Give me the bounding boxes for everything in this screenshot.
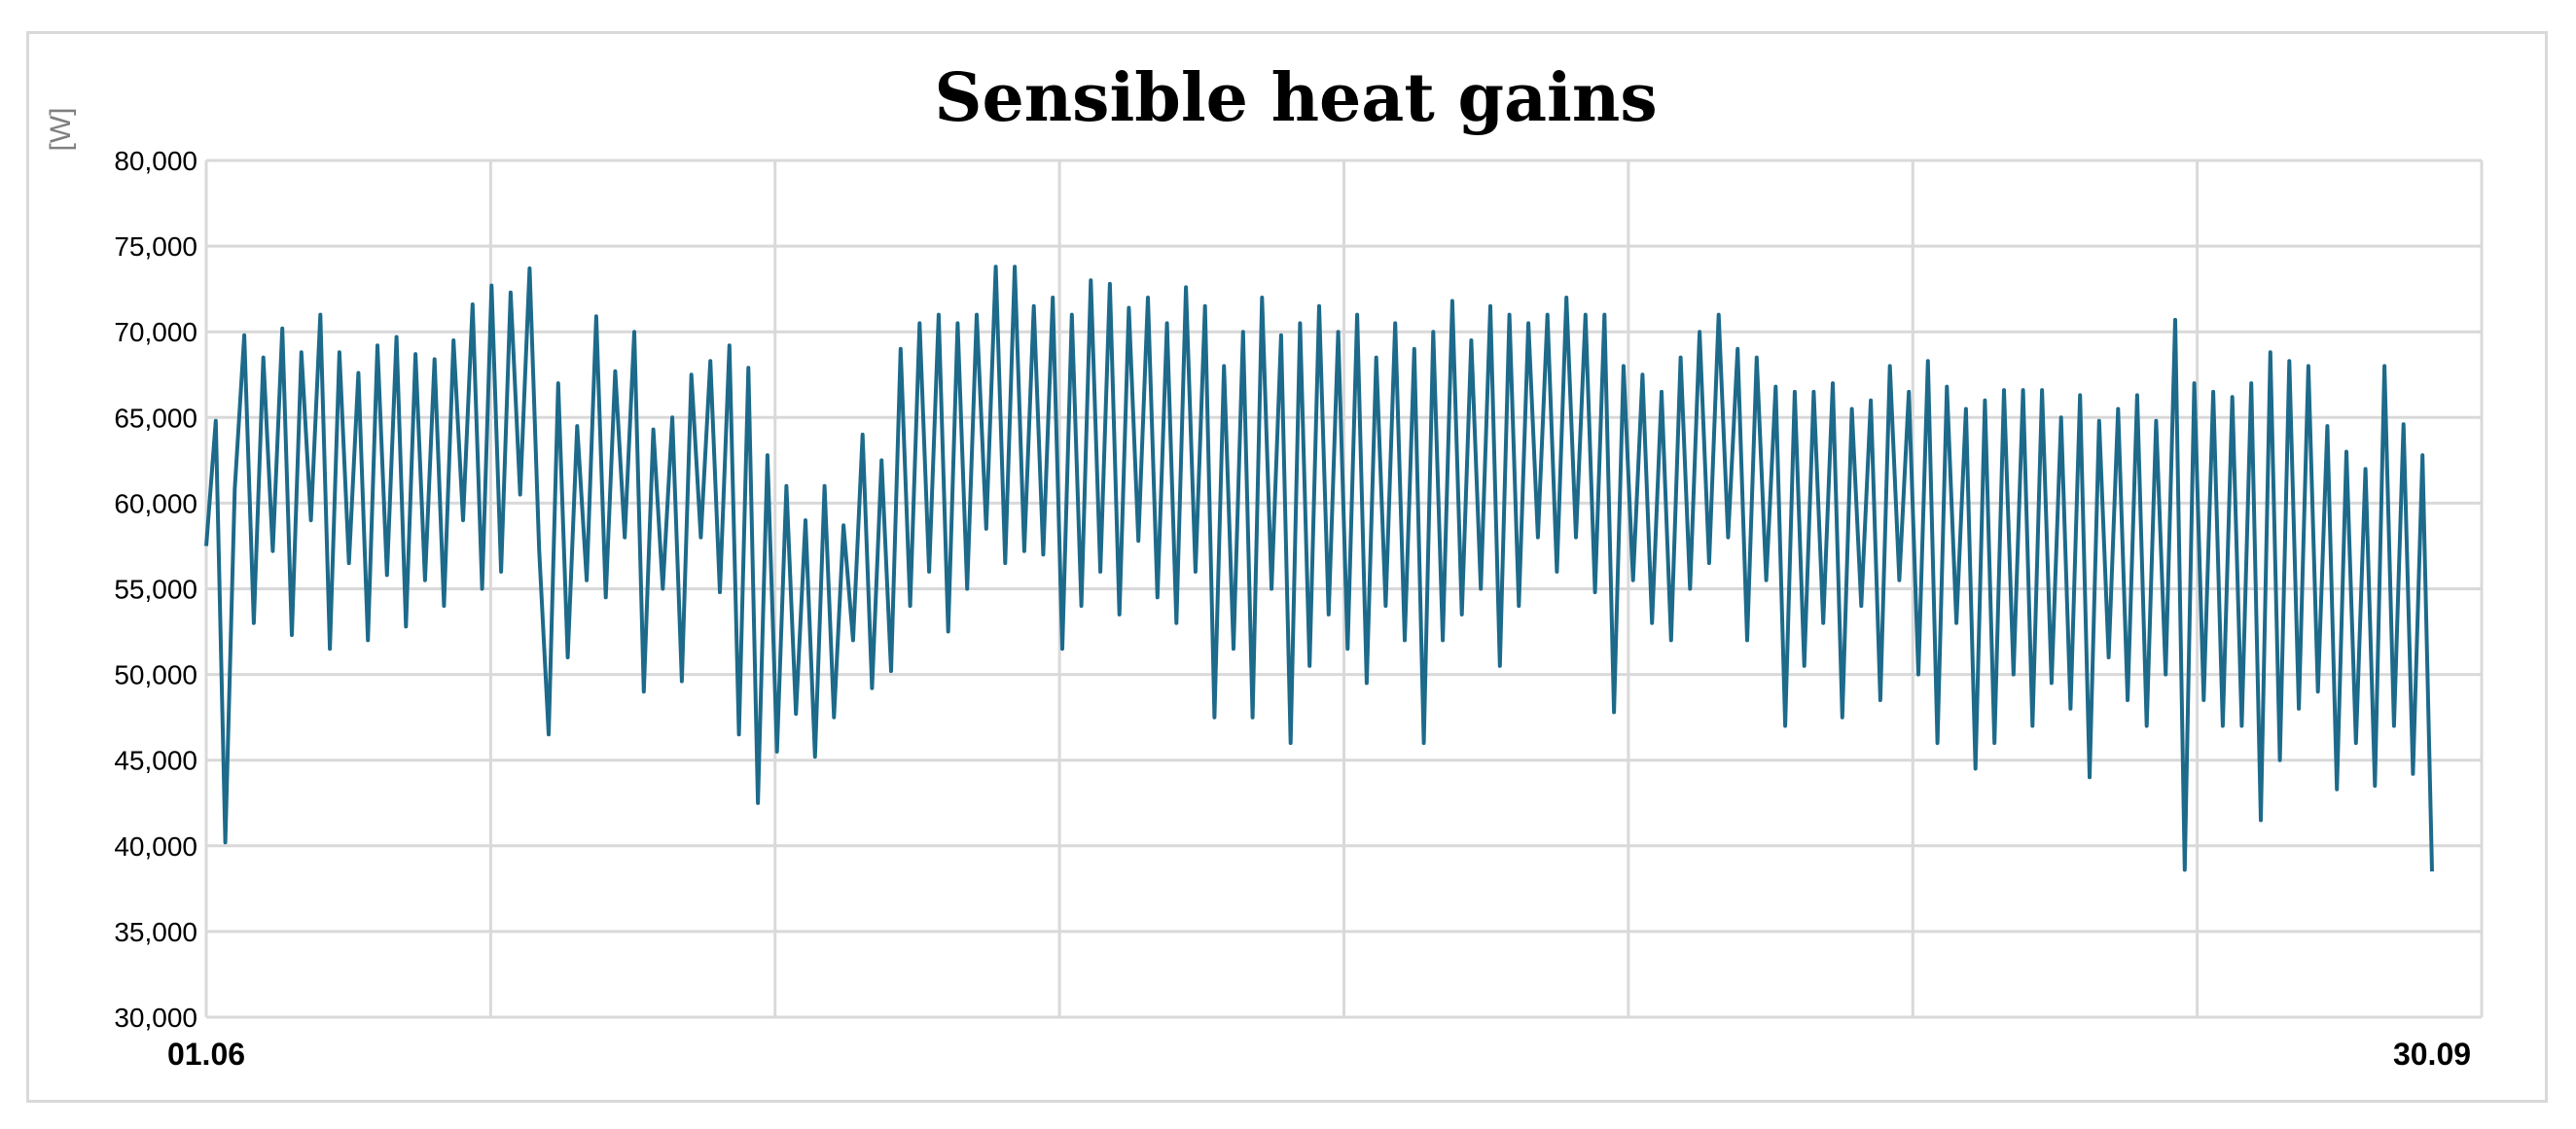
y-tick-label: 45,000 xyxy=(114,746,197,776)
y-tick-label: 60,000 xyxy=(114,488,197,518)
chart-title: Sensible heat gains xyxy=(934,59,1657,137)
y-tick-label: 55,000 xyxy=(114,575,197,605)
y-tick-label: 35,000 xyxy=(114,917,197,947)
y-tick-label: 75,000 xyxy=(114,231,197,262)
y-tick-label: 40,000 xyxy=(114,831,197,862)
x-tick-label: 01.06 xyxy=(167,1037,245,1072)
series-group xyxy=(204,265,2434,872)
y-tick-label: 80,000 xyxy=(114,146,197,176)
y-tick-label: 50,000 xyxy=(114,660,197,690)
y-axis-ticks: 30,000 35,000 40,000 45,000 50,000 55,000 60,0… xyxy=(114,146,197,1033)
x-axis-ticks: 01.06 30.09 xyxy=(167,1037,2471,1072)
x-tick-label: 30.09 xyxy=(2393,1037,2471,1072)
y-tick-label: 65,000 xyxy=(114,403,197,433)
series-line xyxy=(204,265,2434,872)
y-tick-label: 30,000 xyxy=(114,1003,197,1033)
y-axis-unit: [W] xyxy=(45,108,77,152)
y-tick-label: 70,000 xyxy=(114,317,197,347)
